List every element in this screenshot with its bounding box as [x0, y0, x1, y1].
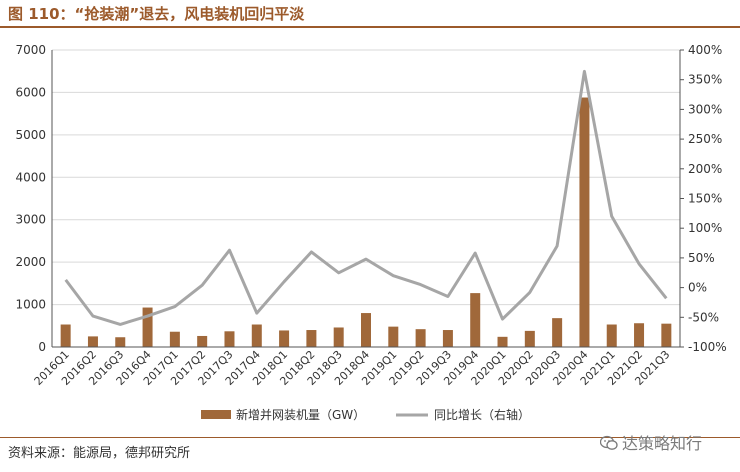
bar — [442, 330, 453, 347]
bar — [524, 330, 535, 347]
bar — [470, 293, 481, 347]
y-right-tick-label: -100% — [688, 340, 727, 354]
y-right-tick-label: 200% — [688, 162, 722, 176]
y-left-tick-label: 5000 — [15, 128, 46, 142]
y-right-tick-label: 300% — [688, 102, 722, 116]
bar — [388, 326, 399, 347]
growth-line — [64, 69, 668, 326]
y-left-tick-label: 0 — [38, 340, 46, 354]
y-left-tick-label: 3000 — [15, 213, 46, 227]
wechat-watermark: 达策略知行 — [599, 430, 703, 455]
legend-swatch-bars — [201, 410, 231, 419]
bar — [661, 323, 672, 347]
axes: 0 1000 2000 3000 4000 5000 6000 7000 -100% -50% 0%… — [15, 43, 726, 388]
figure-title: 图 110：“抢装潮”退去，风电装机回归平淡 — [8, 5, 305, 23]
title-rule — [0, 26, 740, 28]
bar — [197, 335, 208, 347]
bar — [142, 307, 153, 347]
grid-lines — [52, 49, 680, 348]
y-right-tick-label: -50% — [688, 310, 719, 324]
y-right-tick-label: 150% — [688, 192, 722, 206]
bar — [361, 313, 371, 347]
y-right-tick-label: 50% — [688, 251, 715, 265]
line-series — [64, 69, 668, 326]
bar — [333, 327, 344, 347]
y-left-tick-label: 2000 — [15, 255, 46, 269]
y-left-tick-label: 4000 — [15, 170, 46, 184]
wechat-icon — [599, 435, 618, 455]
y-right-tick-label: 350% — [688, 73, 722, 87]
watermark-text: 达策略知行 — [622, 434, 703, 453]
bar — [60, 324, 71, 347]
legend-label-line: 同比增长（右轴） — [434, 407, 530, 422]
bar — [115, 337, 126, 347]
bar — [224, 331, 235, 347]
bar — [552, 318, 563, 347]
bar — [251, 324, 262, 347]
bar — [169, 331, 180, 347]
source-rule — [0, 437, 740, 438]
source-note: 资料来源：能源局，德邦研究所 — [8, 446, 191, 461]
y-right-tick-label: 0% — [688, 281, 707, 295]
bar — [606, 324, 617, 347]
y-right-tick-label: 400% — [688, 43, 722, 57]
y-left-tick-label: 1000 — [15, 298, 46, 312]
bar — [415, 329, 426, 347]
y-left-tick-label: 6000 — [15, 85, 46, 99]
legend-label-bars: 新增并网装机量（GW） — [236, 407, 365, 422]
bar — [279, 330, 290, 347]
y-left-tick-label: 7000 — [15, 43, 46, 57]
y-right-tick-label: 100% — [688, 221, 722, 235]
bar — [634, 323, 645, 347]
bar — [579, 97, 590, 348]
bar-series — [60, 97, 672, 348]
y-right-tick-label: 250% — [688, 132, 722, 146]
combo-chart: 0 1000 2000 3000 4000 5000 6000 7000 -100% -50% 0%… — [15, 43, 726, 422]
bar — [306, 330, 317, 347]
bar — [87, 336, 98, 347]
bar — [497, 336, 508, 347]
legend: 新增并网装机量（GW） 同比增长（右轴） — [201, 407, 530, 422]
